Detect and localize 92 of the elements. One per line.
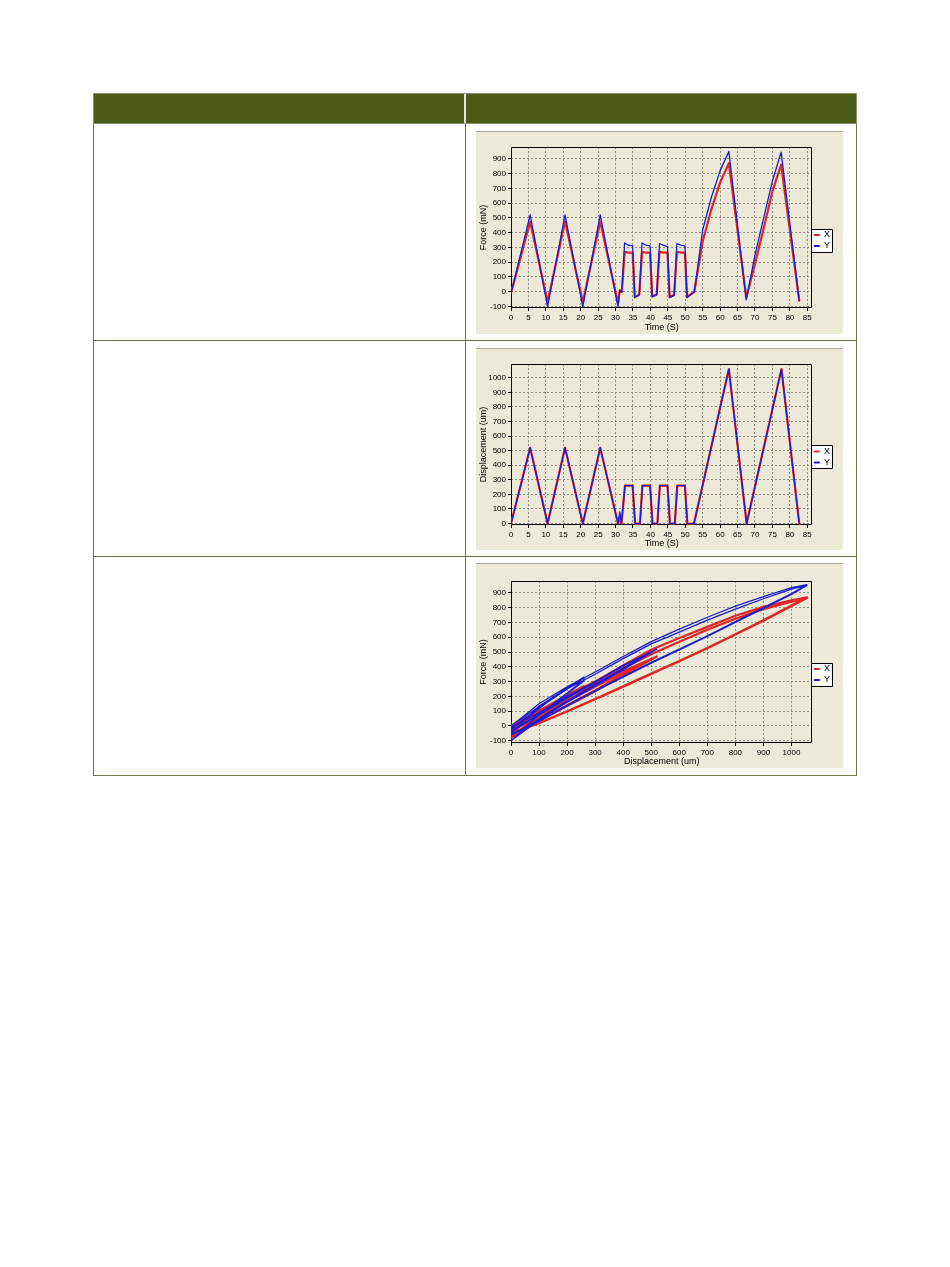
- y-tick-label: 100: [492, 706, 507, 716]
- y-tick-label: 500: [492, 445, 507, 455]
- x-tick-label: 35: [628, 313, 638, 322]
- x-tick-label: 85: [802, 530, 813, 539]
- x-tick-label: 55: [698, 313, 708, 322]
- y-tick-label: 900: [492, 387, 507, 397]
- y-axis-title: Displacement (um): [477, 406, 488, 483]
- y-tick-label: 800: [492, 168, 507, 178]
- x-tick-label: 700: [700, 748, 715, 757]
- y-tick-label: 200: [492, 257, 507, 267]
- y-tick-label: 900: [492, 588, 507, 598]
- y-axis-title: Force (mN): [477, 204, 488, 251]
- x-tick-label: 20: [576, 530, 586, 539]
- x-tick-label: 300: [588, 748, 603, 757]
- x-tick-label: 500: [644, 748, 659, 757]
- x-tick-label: 200: [560, 748, 575, 757]
- x-tick-label: 55: [698, 530, 708, 539]
- x-tick-label: 85: [802, 313, 813, 322]
- x-tick-label: 80: [785, 530, 795, 539]
- x-tick-label: 40: [645, 313, 656, 322]
- y-tick-label: 300: [492, 242, 507, 252]
- y-tick-label: -100: [489, 301, 507, 311]
- x-tick-label: 25: [593, 530, 604, 539]
- y-tick-label: 700: [492, 183, 507, 193]
- y-tick-label: 0: [501, 518, 507, 528]
- x-tick-label: 50: [680, 530, 691, 539]
- x-tick-label: 10: [541, 530, 551, 539]
- x-tick-label: 75: [767, 530, 778, 539]
- y-tick-label: 800: [492, 402, 507, 412]
- y-tick-label: 700: [492, 416, 507, 426]
- y-tick-label: 0: [501, 721, 507, 731]
- y-tick-label: 200: [492, 691, 507, 701]
- y-tick-label: 500: [492, 647, 507, 657]
- x-tick-label: 65: [733, 313, 743, 322]
- y-tick-label: 500: [492, 213, 507, 223]
- y-tick-label: 400: [492, 662, 507, 672]
- x-axis-title: Time (S): [644, 322, 679, 333]
- x-tick-label: 900: [756, 748, 771, 757]
- x-tick-label: 70: [750, 313, 760, 322]
- x-tick-label: 600: [672, 748, 687, 757]
- x-tick-label: 20: [576, 313, 586, 322]
- legend-label: X: [824, 229, 831, 240]
- y-tick-label: 1000: [488, 373, 507, 383]
- x-tick-label: 5: [526, 313, 532, 322]
- x-tick-label: 30: [611, 530, 621, 539]
- y-axis-title: Force (mN): [477, 639, 488, 685]
- x-tick-label: 35: [628, 530, 638, 539]
- y-tick-label: 900: [492, 154, 507, 164]
- x-tick-label: 15: [558, 313, 569, 322]
- x-tick-label: 45: [663, 530, 673, 539]
- legend-label: Y: [824, 456, 831, 467]
- x-tick-label: 45: [663, 313, 673, 322]
- x-tick-label: 60: [715, 530, 726, 539]
- y-tick-label: 400: [492, 227, 507, 237]
- x-tick-label: 40: [645, 530, 656, 539]
- y-tick-label: 800: [492, 602, 507, 612]
- y-tick-label: 600: [492, 632, 507, 642]
- y-tick-label: 700: [492, 617, 507, 627]
- x-tick-label: 80: [785, 313, 795, 322]
- x-tick-label: 5: [526, 530, 532, 539]
- legend-label: X: [824, 445, 831, 456]
- x-tick-label: 75: [767, 313, 778, 322]
- y-tick-label: 200: [492, 489, 507, 499]
- x-tick-label: 100: [532, 748, 547, 757]
- x-tick-label: 800: [728, 748, 743, 757]
- x-tick-label: 400: [616, 748, 631, 757]
- x-tick-label: 0: [508, 748, 514, 757]
- y-tick-label: 600: [492, 431, 507, 441]
- y-tick-label: 600: [492, 198, 507, 208]
- legend-label: Y: [824, 674, 831, 685]
- y-tick-label: 300: [492, 676, 507, 686]
- x-tick-label: 30: [611, 313, 621, 322]
- y-tick-label: 0: [501, 286, 507, 296]
- y-tick-label: 400: [492, 460, 507, 470]
- x-tick-label: 0: [508, 530, 514, 539]
- x-tick-label: 50: [680, 313, 691, 322]
- x-axis-title: Displacement (um): [623, 756, 700, 767]
- x-tick-label: 60: [715, 313, 726, 322]
- x-tick-label: 65: [733, 530, 743, 539]
- y-tick-label: 300: [492, 475, 507, 485]
- y-tick-label: 100: [492, 504, 507, 514]
- x-axis-title: Time (S): [644, 538, 679, 549]
- x-tick-label: 1000: [782, 748, 801, 757]
- x-tick-label: 0: [508, 313, 514, 322]
- y-tick-label: -100: [489, 735, 507, 745]
- x-tick-label: 70: [750, 530, 760, 539]
- y-tick-label: 100: [492, 272, 507, 282]
- x-tick-label: 15: [558, 530, 569, 539]
- x-tick-label: 10: [541, 313, 551, 322]
- legend-label: X: [824, 663, 831, 674]
- legend-label: Y: [824, 240, 831, 251]
- x-tick-label: 25: [593, 313, 604, 322]
